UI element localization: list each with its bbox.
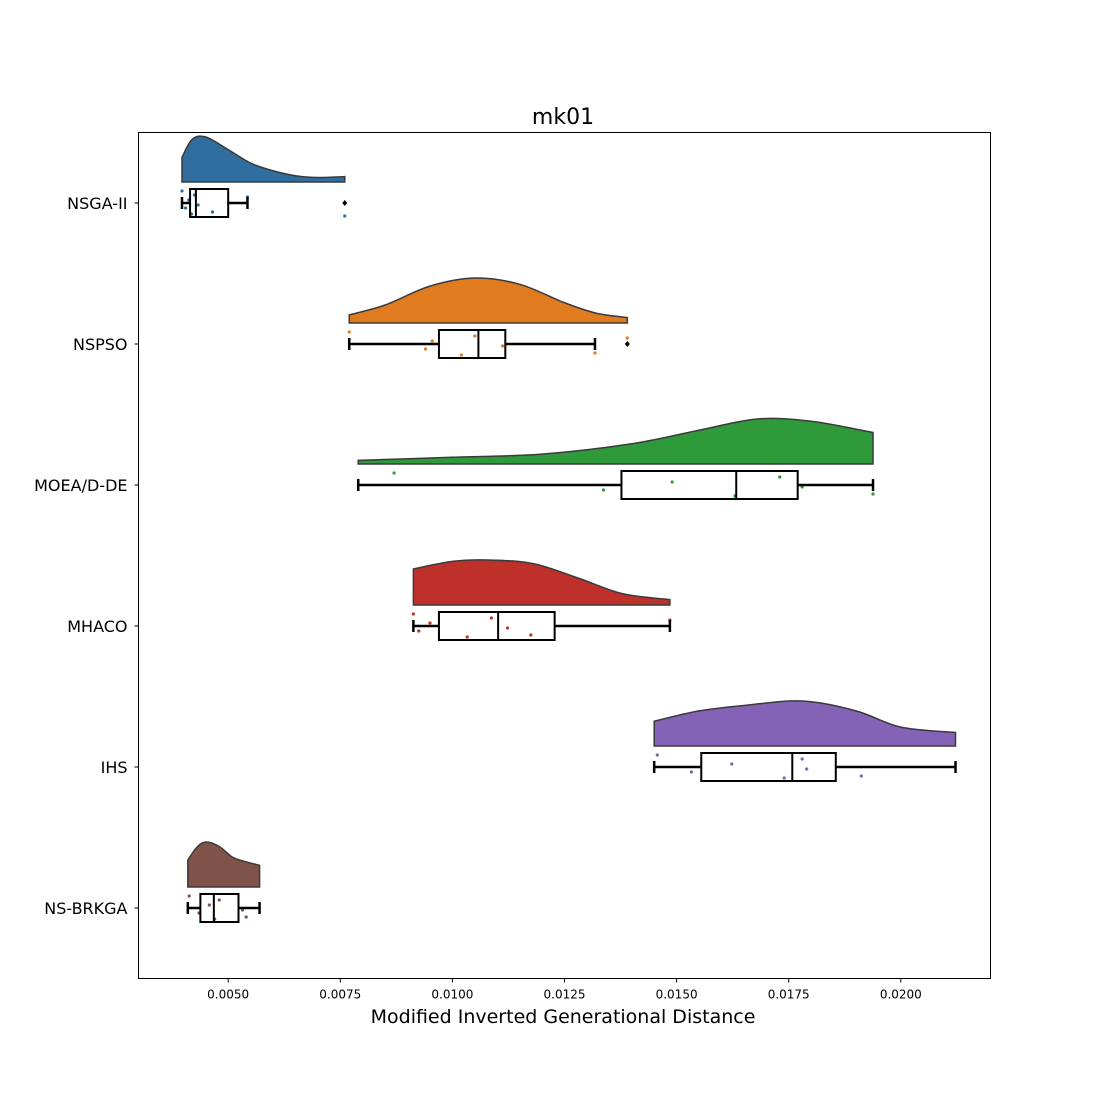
box-iqr — [437, 329, 507, 359]
x-tick-label: 0.0150 — [656, 988, 698, 1002]
rain-points — [180, 189, 875, 921]
rain-point — [501, 344, 505, 348]
rain-point — [730, 762, 734, 766]
rain-point — [428, 621, 432, 625]
outlier-marker — [342, 200, 348, 206]
rain-point — [473, 334, 477, 338]
rain-point — [411, 612, 415, 616]
box-iqr — [437, 611, 556, 641]
box-plots — [180, 188, 957, 923]
rain-point — [805, 767, 809, 771]
box-iqr — [199, 893, 240, 923]
rain-point — [625, 336, 629, 340]
x-axis: 0.0050 0.0075 0.0100 0.0125 0.0150 0.0175 0.02… — [207, 978, 922, 1002]
y-tick-label: NSGA-II — [67, 194, 127, 213]
rain-point — [430, 339, 434, 343]
y-tick-label: IHS — [101, 758, 128, 777]
rain-point — [505, 626, 510, 630]
y-tick-label: NS-BRKGA — [44, 899, 127, 918]
rain-point — [529, 633, 533, 637]
density-cloud — [412, 559, 671, 606]
rain-point — [187, 894, 191, 898]
rain-point — [423, 347, 428, 351]
rain-point — [207, 903, 211, 907]
rain-point — [210, 210, 215, 214]
x-tick-label: 0.0200 — [880, 988, 922, 1002]
rain-point — [871, 492, 875, 496]
rain-point — [465, 635, 469, 639]
y-tick-label: MHACO — [67, 617, 127, 636]
rain-point — [244, 915, 248, 919]
density-cloud — [187, 841, 261, 888]
rain-point — [689, 770, 694, 774]
rain-point — [183, 206, 188, 210]
outlier-marker — [624, 341, 630, 347]
chart-title: mk01 — [532, 105, 594, 130]
rain-point — [459, 353, 463, 357]
box-iqr — [700, 752, 837, 782]
rain-point — [347, 330, 351, 334]
y-axis: NSGA-II NSPSO MOEA/D-DE MHACO IHS NS-BRKGA — [34, 194, 139, 918]
x-tick-label: 0.0075 — [319, 988, 361, 1002]
density-cloud — [357, 417, 874, 465]
rain-point — [489, 616, 494, 620]
x-tick-label: 0.0050 — [207, 988, 249, 1002]
box-iqr — [189, 188, 230, 218]
rain-point — [180, 189, 184, 193]
x-tick-label: 0.0125 — [544, 988, 586, 1002]
rain-point — [670, 480, 674, 484]
rain-point — [782, 776, 786, 780]
rain-point — [196, 203, 200, 207]
rain-point — [417, 629, 421, 633]
density-clouds — [181, 135, 957, 888]
density-cloud — [181, 135, 346, 183]
rain-point — [601, 488, 606, 492]
rain-point — [778, 475, 782, 479]
plot-frame — [138, 132, 991, 979]
density-cloud — [653, 700, 957, 747]
density-cloud — [348, 277, 629, 324]
rain-point — [859, 774, 863, 778]
rain-point — [800, 757, 804, 761]
box-iqr — [620, 470, 799, 500]
x-axis-label: Modified Inverted Generational Distance — [371, 1006, 756, 1028]
y-tick-label: MOEA/D-DE — [34, 476, 127, 495]
y-tick-label: NSPSO — [73, 335, 128, 354]
rain-point — [593, 351, 597, 355]
x-tick-label: 0.0175 — [768, 988, 810, 1002]
rain-point — [343, 214, 347, 218]
x-tick-label: 0.0100 — [431, 988, 473, 1002]
rain-point — [392, 471, 396, 475]
rain-point — [217, 898, 221, 902]
rain-point — [655, 753, 659, 757]
